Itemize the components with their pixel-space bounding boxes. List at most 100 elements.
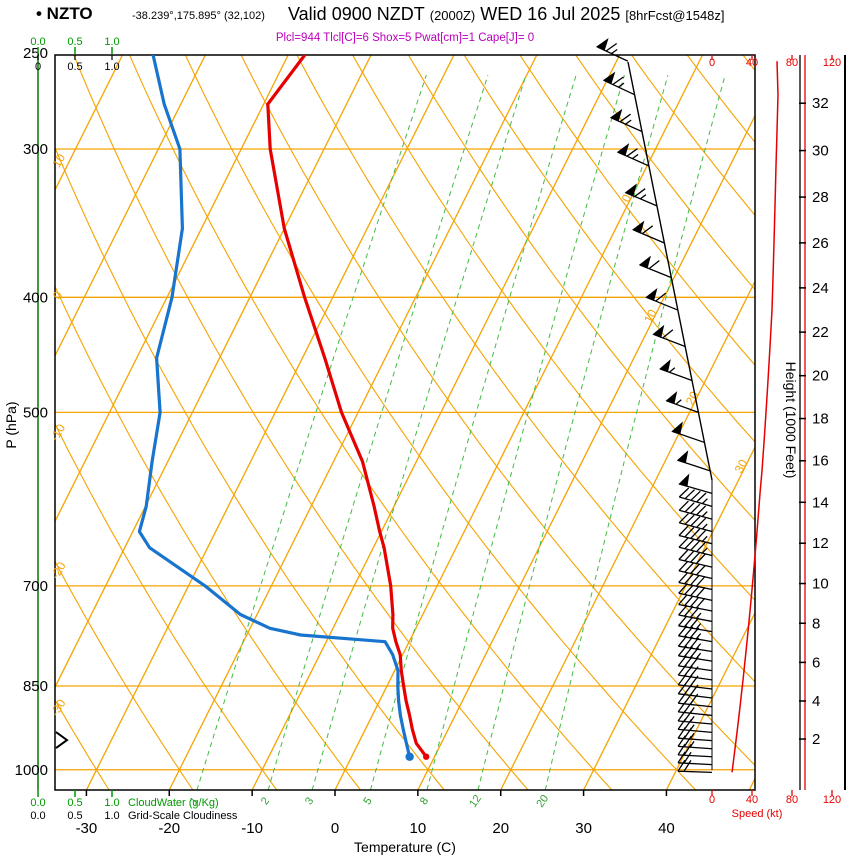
mixing-ratio-label: 8 xyxy=(418,795,431,807)
valid-date: WED 16 Jul 2025 xyxy=(480,4,621,24)
cloudwater-scale-bottom-label: 0.5 xyxy=(67,797,82,809)
wind-barb xyxy=(678,537,713,557)
isotherm-line xyxy=(168,55,538,790)
mixing-ratio-line xyxy=(196,75,427,790)
height-tick-label: 4 xyxy=(812,693,820,710)
wind-barb-pennant xyxy=(616,143,630,156)
isotherm-line xyxy=(500,279,755,790)
pressure-tick-label: 400 xyxy=(23,289,48,306)
mixing-ratio-label: 5 xyxy=(361,795,374,807)
height-tick-label: 20 xyxy=(812,368,829,385)
wind-barb xyxy=(677,701,713,717)
cloudiness-axis-title: Grid-Scale Cloudiness xyxy=(128,810,238,822)
wind-barb xyxy=(678,594,713,612)
wind-barb-pennant xyxy=(609,108,623,122)
mixing-ratio-line xyxy=(477,75,669,790)
cloudwater-scale-bottom-label: 1.0 xyxy=(104,797,119,809)
surface-temperature-dot xyxy=(423,753,430,760)
temp-tick-label: -20 xyxy=(158,820,180,837)
speed-tick-label-top: 0 xyxy=(709,57,715,69)
isotherm-label: 20 xyxy=(683,389,702,408)
wind-barb xyxy=(678,513,713,533)
pressure-tick-label: 1000 xyxy=(15,762,48,779)
wind-barb-pennant xyxy=(676,450,689,464)
wind-barb-pennant xyxy=(632,220,645,234)
cloudiness-scale-bottom-label: 0.0 xyxy=(30,810,45,822)
wind-barb xyxy=(678,560,713,580)
isotherm-line xyxy=(55,55,289,523)
cloudiness-scale-top-label: 1.0 xyxy=(104,61,119,73)
plot-border xyxy=(54,54,756,791)
forecast-hour: [8hrFcst@1548z] xyxy=(625,8,725,23)
cloudwater-scale-top-label: 1.0 xyxy=(104,36,119,48)
temp-tick-label: 10 xyxy=(410,820,427,837)
adiabat-label: 10 xyxy=(49,151,68,170)
wind-barb xyxy=(678,500,713,520)
wind-barb xyxy=(678,525,713,545)
mixing-ratio-line xyxy=(426,75,625,790)
height-tick-label: 2 xyxy=(812,731,820,748)
adiabat-label: -30 xyxy=(48,696,69,718)
wind-barb xyxy=(677,718,713,734)
valid-zulu: (2000Z) xyxy=(429,8,476,23)
height-tick-label: 10 xyxy=(812,576,829,593)
isotherm-line xyxy=(55,55,372,689)
height-tick-label: 16 xyxy=(812,453,829,470)
wind-barb xyxy=(677,710,713,725)
isotherm-line xyxy=(251,55,621,790)
dry-adiabat-line xyxy=(575,55,755,291)
adiabat-label: -20 xyxy=(48,559,69,581)
dry-adiabat-line xyxy=(55,698,110,790)
valid-time-line: Valid 0900 NZDT (2000Z) WED 16 Jul 2025 [8h… xyxy=(288,4,730,25)
surface-dewpoint-dot xyxy=(405,752,414,761)
height-tick-label: 6 xyxy=(812,654,820,671)
dry-adiabat-line xyxy=(407,55,755,522)
dry-adiabat-line xyxy=(55,146,445,790)
isotherm-line xyxy=(582,445,755,790)
height-tick-label: 12 xyxy=(812,535,829,552)
speed-tick-label-bottom: 120 xyxy=(823,794,841,806)
height-tick-label: 8 xyxy=(812,615,820,632)
cloudwater-axis-title: CloudWater (g/Kg) xyxy=(128,797,219,809)
cloudwater-scale-top-label: 0.0 xyxy=(30,36,45,48)
dry-adiabat-line xyxy=(55,422,278,790)
temp-tick-label: 40 xyxy=(658,820,675,837)
temp-tick-label: 0 xyxy=(331,820,339,837)
sounding-indices-line: Plcl=944 Tlcl[C]=6 Shox=5 Pwat[cm]=1 Cap… xyxy=(275,32,535,44)
mixing-ratio-label: 1 xyxy=(188,795,201,807)
wind-barb xyxy=(678,625,713,643)
wind-barb xyxy=(677,735,713,750)
wind-barb xyxy=(677,655,713,672)
height-tick-label: 28 xyxy=(812,189,829,206)
cloudiness-scale-bottom-label: 1.0 xyxy=(104,810,119,822)
height-tick-label: 26 xyxy=(812,235,829,252)
mixing-ratio-label: 3 xyxy=(303,795,316,807)
wind-barb xyxy=(678,487,713,508)
dry-adiabat-line xyxy=(519,55,755,366)
cloudwater-scale-bottom-label: 0.0 xyxy=(30,797,45,809)
speed-tick-label-top: 40 xyxy=(746,57,758,69)
cloudiness-scale-top-label: 0.5 xyxy=(67,61,82,73)
wind-barb-pennant xyxy=(659,359,671,373)
cloudiness-scale-bottom-label: 0.5 xyxy=(67,810,82,822)
wind-barb xyxy=(677,645,713,662)
wind-barb xyxy=(678,604,713,623)
pressure-axis-title: P (hPa) xyxy=(3,401,19,448)
height-axis-title: Height (1000 Feet) xyxy=(783,362,799,479)
wind-barb xyxy=(678,572,713,591)
speed-axis-title: Speed (kt) xyxy=(732,808,783,820)
wind-barb-pennant xyxy=(645,287,658,301)
temp-tick-label: 20 xyxy=(492,820,509,837)
pressure-tick-label: 300 xyxy=(23,141,48,158)
pressure-tick-label: 850 xyxy=(23,678,48,695)
pressure-tick-label: 500 xyxy=(23,404,48,421)
dry-adiabat-line xyxy=(55,560,194,790)
adiabat-label: -10 xyxy=(47,421,68,443)
dry-adiabat-line xyxy=(55,285,361,790)
dewpoint-curve xyxy=(137,55,412,759)
wind-barb-pennant xyxy=(638,255,651,269)
height-tick-label: 24 xyxy=(812,280,829,297)
temp-tick-label: 30 xyxy=(575,820,592,837)
